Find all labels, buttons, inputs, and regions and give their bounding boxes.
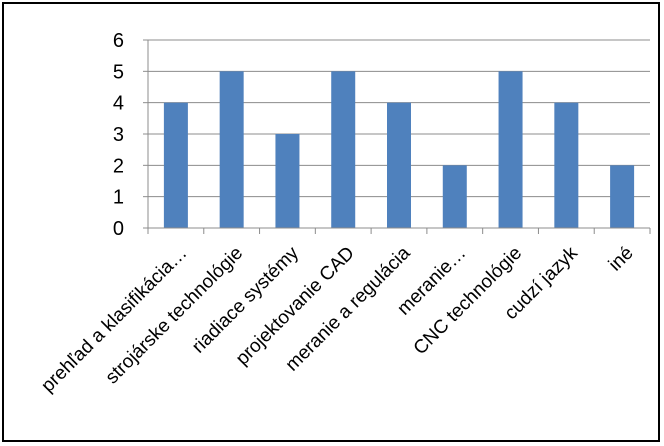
bar (163, 102, 188, 228)
y-tick-label: 0 (113, 218, 124, 240)
bar (387, 102, 411, 228)
bar (610, 165, 635, 228)
x-category-label: iné (605, 243, 638, 276)
y-tick-label: 2 (113, 155, 124, 177)
bar (554, 102, 579, 228)
axes (147, 40, 651, 234)
y-tick-label: 6 (113, 30, 124, 52)
y-tick-label: 3 (113, 124, 124, 146)
y-tick-label: 4 (113, 93, 124, 115)
y-tick-label: 1 (113, 187, 124, 209)
chart-frame (2, 2, 660, 442)
bar (498, 71, 523, 228)
bar (219, 71, 244, 228)
bars (163, 71, 635, 228)
y-axis-tick-labels: 0 1 2 3 4 5 6 (113, 30, 124, 240)
bar (331, 71, 356, 228)
x-axis-category-labels: prehľad a klasifikácia…strojárske techno… (37, 242, 637, 396)
y-tick-label: 5 (113, 61, 124, 83)
bar (275, 134, 300, 228)
bar (442, 165, 467, 228)
